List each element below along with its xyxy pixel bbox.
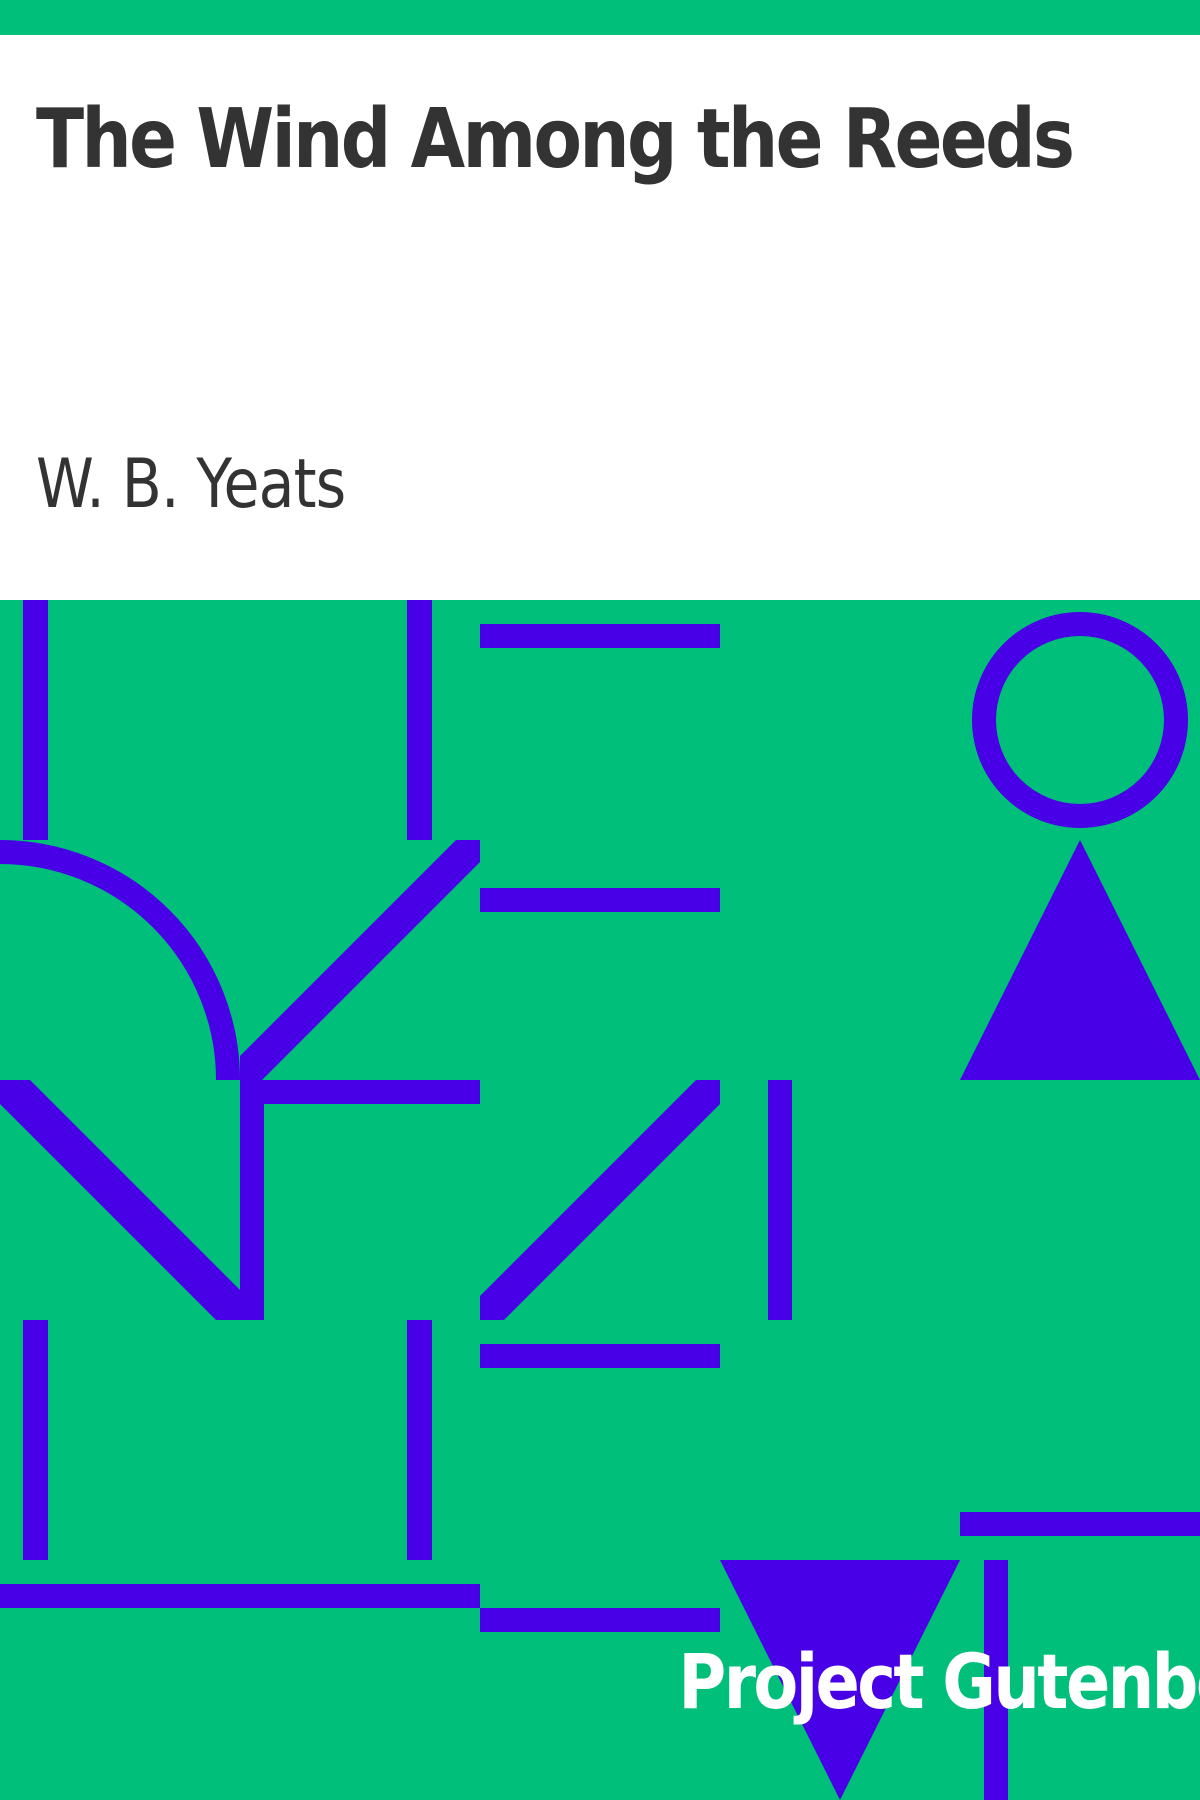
quarter-arc [0,840,240,1081]
horizontal-bar-middle [240,1080,480,1104]
vertical-bar-bottom-right [984,1560,1008,1800]
book-author: W. B. Yeats [36,445,346,524]
vertical-bar-right [768,1080,792,1320]
horizontal-bar-bottom [480,1608,720,1632]
horizontal-bar-right [960,1512,1200,1536]
book-title: The Wind Among the Reeds [36,92,1075,187]
horizontal-bar-bottom-left [0,1584,480,1608]
diagonal-bar-center [480,1080,720,1320]
vertical-bar-left-bottom [23,1320,48,1560]
horizontal-bar-top [480,624,720,648]
vertical-bar-mid-top [407,600,432,840]
vertical-bar-mid-bottom [407,1320,432,1560]
horizontal-bar-lower [480,1344,720,1368]
triangle-up-shape [960,840,1200,1080]
top-band [0,0,1200,35]
vertical-bar-center [240,1080,264,1320]
triangle-down-shape [720,1560,960,1800]
diagonal-bar-lower-left [0,1080,240,1320]
geometric-pattern-art [0,600,1200,1800]
diagonal-bar-upper [240,840,480,1080]
publisher-name: Project Gutenberg [678,1637,1200,1726]
vertical-bar-left-top [23,600,48,840]
horizontal-bar-upper [480,888,720,912]
circle-shape [972,612,1188,828]
